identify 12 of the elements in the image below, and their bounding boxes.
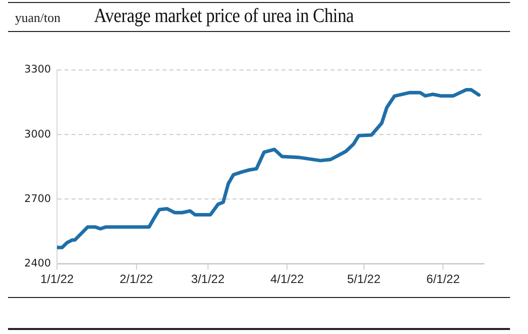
y-tick-label: 3000 xyxy=(24,128,51,140)
chart-title: Average market price of urea in China xyxy=(94,5,354,28)
y-tick-label: 2700 xyxy=(24,192,51,205)
y-axis-title: yuan/ton xyxy=(15,10,60,26)
x-tick-label: 4/1/22 xyxy=(270,272,304,286)
x-tick-label: 2/1/22 xyxy=(120,272,154,286)
x-tick-label: 5/1/22 xyxy=(347,272,381,286)
y-tick-label: 2400 xyxy=(24,257,51,270)
x-tick-label: 1/1/22 xyxy=(40,272,74,286)
x-tick-label: 3/1/22 xyxy=(191,272,225,286)
x-tick-label: 6/1/22 xyxy=(426,272,460,286)
y-tick-label: 3300 xyxy=(24,64,51,76)
